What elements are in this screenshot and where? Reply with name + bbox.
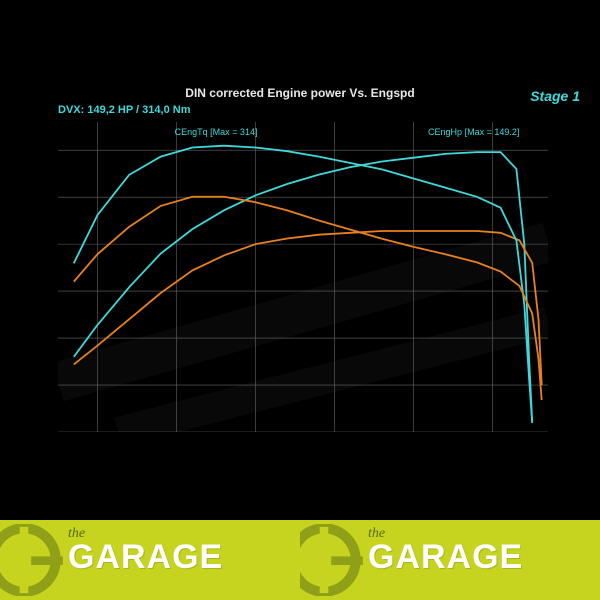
chart-title: DIN corrected Engine power Vs. Engspd — [8, 80, 592, 100]
logo-garage: GARAGE — [368, 538, 523, 577]
series-tq_tuned — [74, 146, 532, 423]
annotation-label: CEngHp [Max = 149.2] — [428, 127, 519, 137]
gridlines — [58, 122, 548, 432]
logo-garage: GARAGE — [68, 538, 223, 577]
series-hp_stock — [74, 231, 542, 385]
annotation-leader — [474, 137, 490, 150]
annotation-label: CEngTq [Max = 314] — [175, 127, 258, 137]
dyno-chart: DIN corrected Engine power Vs. Engspd St… — [8, 80, 592, 480]
plot-region: CEngTq [Max = 314]CEngHp [Max = 149.2] 1… — [58, 122, 548, 432]
logo-strip: the GARAGE the GARAGE — [0, 520, 600, 600]
chart-subtitle: DVX: 149,2 HP / 314,0 Nm — [58, 104, 190, 116]
series-group — [74, 146, 542, 423]
logo-right: the GARAGE — [300, 520, 600, 600]
wrench-icon — [300, 524, 366, 596]
logo-left: the GARAGE — [0, 520, 300, 600]
plot-svg: CEngTq [Max = 314]CEngHp [Max = 149.2] 1… — [58, 122, 548, 432]
watermark — [58, 242, 548, 432]
stage-badge: Stage 1 — [530, 88, 580, 104]
series-tq_stock — [74, 197, 542, 400]
wrench-icon — [0, 524, 66, 596]
